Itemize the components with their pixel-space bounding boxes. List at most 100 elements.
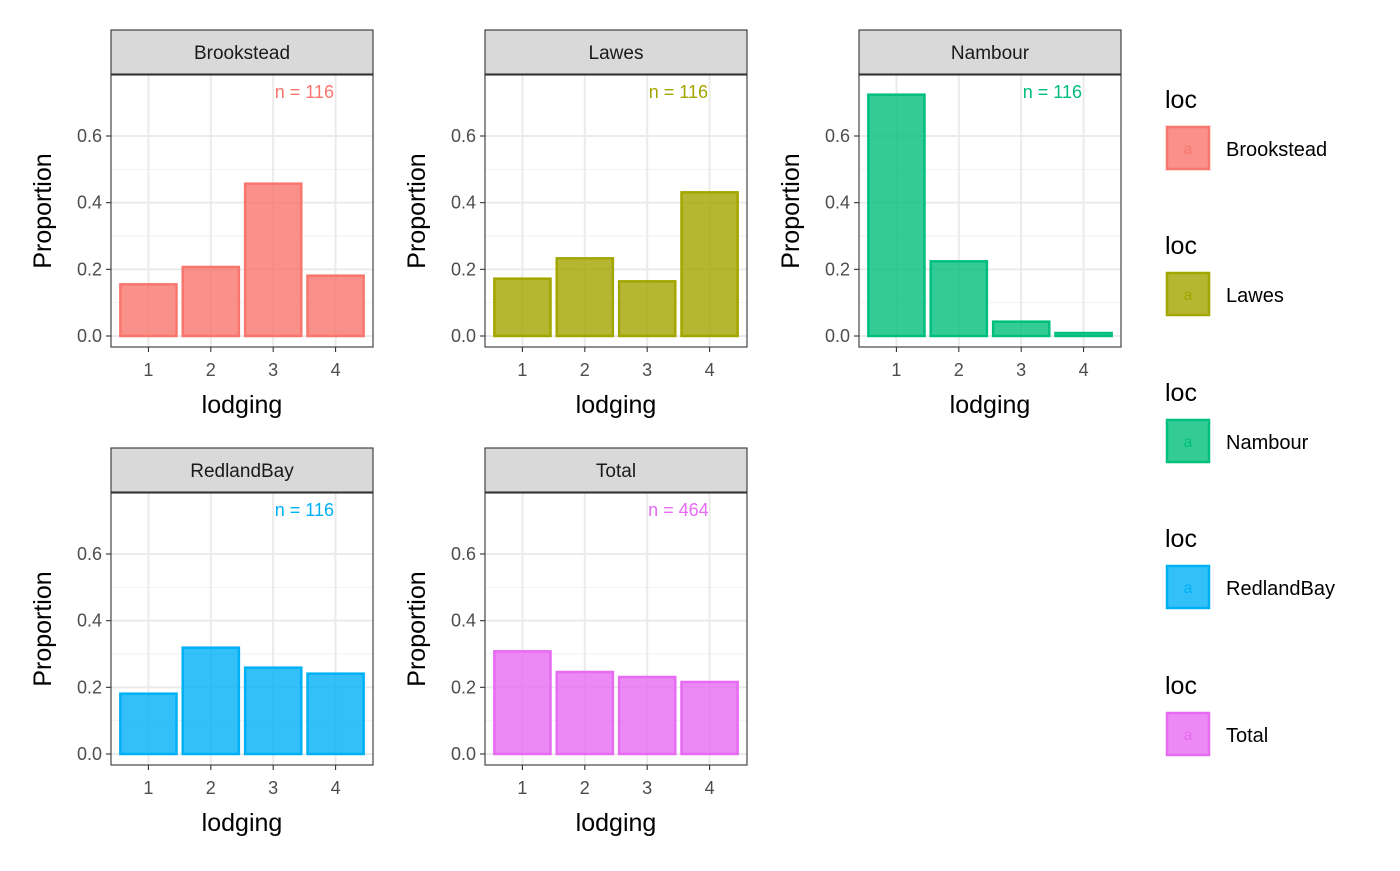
legend-title: loc: [1165, 86, 1197, 114]
x-tick-label: 2: [580, 360, 590, 380]
bar: [306, 274, 365, 338]
legend-label: Total: [1226, 725, 1268, 747]
bar: [867, 93, 926, 338]
legend-key: [1165, 125, 1211, 171]
x-tick-label: 3: [642, 360, 652, 380]
panel-border: [858, 74, 1122, 348]
x-tick-label: 4: [705, 778, 715, 798]
y-axis-title: Proportion: [403, 153, 431, 268]
y-tick-label: 0.4: [77, 193, 102, 213]
bar: [991, 320, 1051, 338]
facet-strip: [858, 29, 1122, 75]
x-tick-label: 4: [705, 360, 715, 380]
y-tick-label: 0.6: [825, 126, 850, 146]
x-tick-label: 1: [891, 360, 901, 380]
legend-label: Nambour: [1226, 432, 1309, 454]
x-tick-label: 4: [331, 778, 341, 798]
panel-border: [484, 74, 748, 348]
y-axis-title: Proportion: [29, 153, 57, 268]
y-tick-label: 0.6: [77, 544, 102, 564]
legend-title: loc: [1165, 379, 1197, 407]
bar: [493, 650, 552, 756]
y-tick-label: 0.6: [77, 126, 102, 146]
n-label: n = 464: [648, 500, 709, 520]
x-tick-label: 2: [206, 360, 216, 380]
legend-key: [1165, 564, 1211, 610]
x-axis-title: lodging: [202, 809, 283, 837]
n-label: n = 116: [1023, 82, 1082, 102]
n-label: n = 116: [275, 500, 334, 520]
bar: [243, 182, 303, 338]
x-tick-label: 1: [517, 778, 527, 798]
y-tick-label: 0.4: [451, 193, 476, 213]
y-tick-label: 0.4: [77, 611, 102, 631]
legend-key-glyph: a: [1184, 434, 1193, 451]
bar: [929, 260, 989, 338]
x-tick-label: 2: [954, 360, 964, 380]
legend-key-glyph: a: [1184, 141, 1193, 158]
x-tick-label: 3: [268, 778, 278, 798]
bar: [243, 666, 303, 756]
y-tick-label: 0.0: [825, 326, 850, 346]
x-tick-label: 1: [143, 778, 153, 798]
bar: [1054, 331, 1113, 338]
y-tick-label: 0.2: [77, 677, 102, 697]
y-tick-label: 0.0: [77, 744, 102, 764]
x-tick-label: 1: [143, 360, 153, 380]
y-tick-label: 0.4: [825, 193, 850, 213]
y-tick-label: 0.0: [451, 326, 476, 346]
legend-title: loc: [1165, 672, 1197, 700]
y-tick-label: 0.0: [451, 744, 476, 764]
facet-strip-label: Lawes: [589, 43, 644, 64]
bar: [555, 257, 615, 338]
bar: [181, 646, 241, 756]
bar: [555, 670, 615, 756]
x-tick-label: 2: [580, 778, 590, 798]
legend-key: [1165, 418, 1211, 464]
legend-key-glyph: a: [1184, 580, 1193, 597]
bar: [617, 280, 677, 338]
legend-key-glyph: a: [1184, 727, 1193, 744]
x-tick-label: 3: [642, 778, 652, 798]
facet-strip-label: Brookstead: [194, 43, 290, 64]
bar: [119, 692, 178, 756]
panel-border: [484, 492, 748, 766]
n-label: n = 116: [649, 82, 708, 102]
y-axis-title: Proportion: [777, 153, 805, 268]
y-tick-label: 0.2: [451, 677, 476, 697]
x-tick-label: 3: [1016, 360, 1026, 380]
x-axis-title: lodging: [950, 391, 1031, 419]
panel-border: [110, 492, 374, 766]
facet-strip: [110, 447, 374, 493]
x-tick-label: 1: [517, 360, 527, 380]
y-tick-label: 0.2: [825, 259, 850, 279]
facet-strip: [484, 447, 748, 493]
y-axis-title: Proportion: [403, 571, 431, 686]
x-tick-label: 3: [268, 360, 278, 380]
facet-strip-label: RedlandBay: [190, 461, 294, 482]
facet-strip: [484, 29, 748, 75]
y-tick-label: 0.6: [451, 544, 476, 564]
y-axis-title: Proportion: [29, 571, 57, 686]
bar: [306, 672, 365, 756]
n-label: n = 116: [275, 82, 334, 102]
facet-strip: [110, 29, 374, 75]
y-tick-label: 0.2: [77, 259, 102, 279]
legend-label: Brookstead: [1226, 139, 1327, 161]
panel-border: [110, 74, 374, 348]
legend-label: RedlandBay: [1226, 578, 1335, 600]
x-axis-title: lodging: [202, 391, 283, 419]
x-tick-label: 2: [206, 778, 216, 798]
y-tick-label: 0.2: [451, 259, 476, 279]
y-tick-label: 0.6: [451, 126, 476, 146]
facet-strip-label: Total: [596, 461, 636, 482]
bar: [680, 680, 739, 756]
x-tick-label: 4: [331, 360, 341, 380]
legend-key: [1165, 711, 1211, 757]
bar: [181, 265, 241, 338]
y-tick-label: 0.0: [77, 326, 102, 346]
x-tick-label: 4: [1079, 360, 1089, 380]
x-axis-title: lodging: [576, 809, 657, 837]
